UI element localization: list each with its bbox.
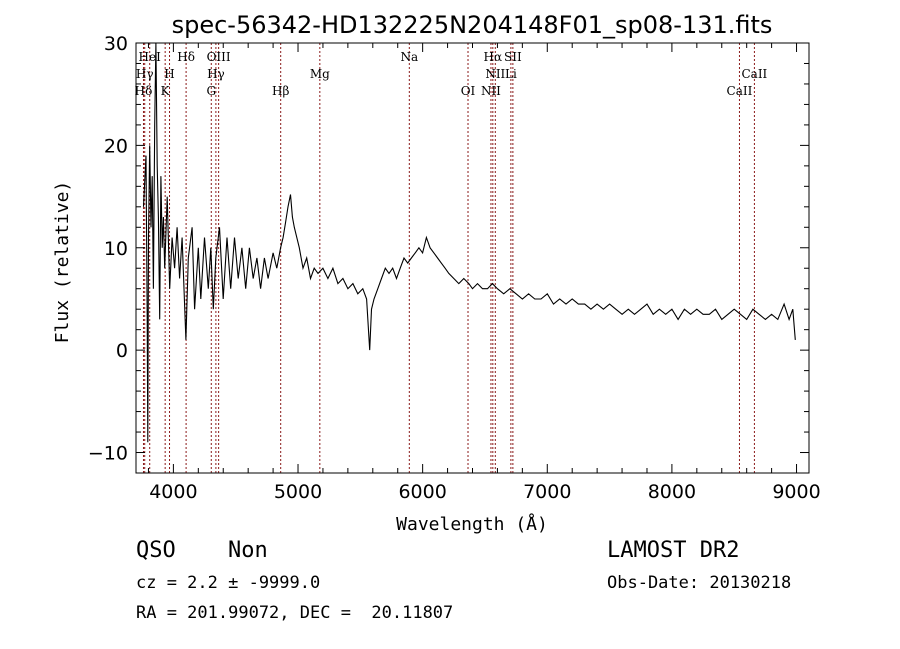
- spectral-line-label: Li: [505, 67, 517, 81]
- spectral-line-label: NII: [485, 67, 505, 81]
- y-axis-ticks: −10 0 10 20 30: [88, 33, 809, 474]
- coordinates-line: RA = 201.99072, DEC = 20.11807: [136, 603, 454, 623]
- object-subclass: Non: [228, 538, 268, 563]
- y-axis-label: Flux (relative): [52, 181, 73, 344]
- y-tick-label: 20: [104, 135, 128, 157]
- x-tick-label: 8000: [648, 481, 696, 503]
- spectral-line-markers: [142, 43, 755, 473]
- x-axis-ticks: 4000 5000 6000 7000 8000 9000: [147, 43, 821, 503]
- y-tick-label: 10: [104, 238, 128, 260]
- spectral-line-label: Hβ: [272, 84, 289, 98]
- spectral-line-label: H: [164, 67, 174, 81]
- spectral-line-label: K: [161, 84, 171, 98]
- x-tick-label: 5000: [274, 481, 322, 503]
- spectral-line-label: HeI: [139, 50, 162, 64]
- observation-date: Obs-Date: 20130218: [607, 573, 792, 593]
- spectral-line-label: Hγ: [136, 67, 154, 81]
- spectral-line-label: G: [206, 84, 216, 98]
- spectral-line-label: Na: [400, 50, 418, 64]
- spectral-line-label: OI: [461, 84, 476, 98]
- spectral-line-label: CaII: [741, 67, 767, 81]
- spectral-line-label: Hα: [484, 50, 503, 64]
- y-tick-label: 30: [104, 33, 128, 55]
- plot-frame: [135, 42, 810, 474]
- x-tick-label: 9000: [772, 481, 820, 503]
- redshift-line: cz = 2.2 ± -9999.0: [136, 573, 321, 593]
- spectrum-series-line: [142, 42, 796, 443]
- spectral-line-label: Hδ: [177, 50, 195, 64]
- x-axis-label: Wavelength (Å): [396, 513, 548, 535]
- spectral-line-label: CaII: [727, 84, 753, 98]
- y-tick-label: −10: [88, 443, 128, 465]
- spectral-line-label: Hγ: [207, 67, 225, 81]
- object-class: QSO: [136, 538, 176, 563]
- spectral-line-label: OIII: [207, 50, 231, 64]
- x-tick-label: 7000: [523, 481, 571, 503]
- chart-title: spec-56342-HD132225N204148F01_sp08-131.f…: [172, 11, 773, 39]
- spectral-line-label: NII: [481, 84, 501, 98]
- x-tick-label: 4000: [149, 481, 197, 503]
- spectral-line-label: SII: [504, 50, 522, 64]
- survey-name: LAMOST DR2: [607, 538, 740, 563]
- y-tick-label: 0: [116, 340, 128, 362]
- x-tick-label: 6000: [398, 481, 446, 503]
- spectral-line-label: Mg: [310, 67, 330, 81]
- spectral-line-label: Hδ: [135, 84, 153, 98]
